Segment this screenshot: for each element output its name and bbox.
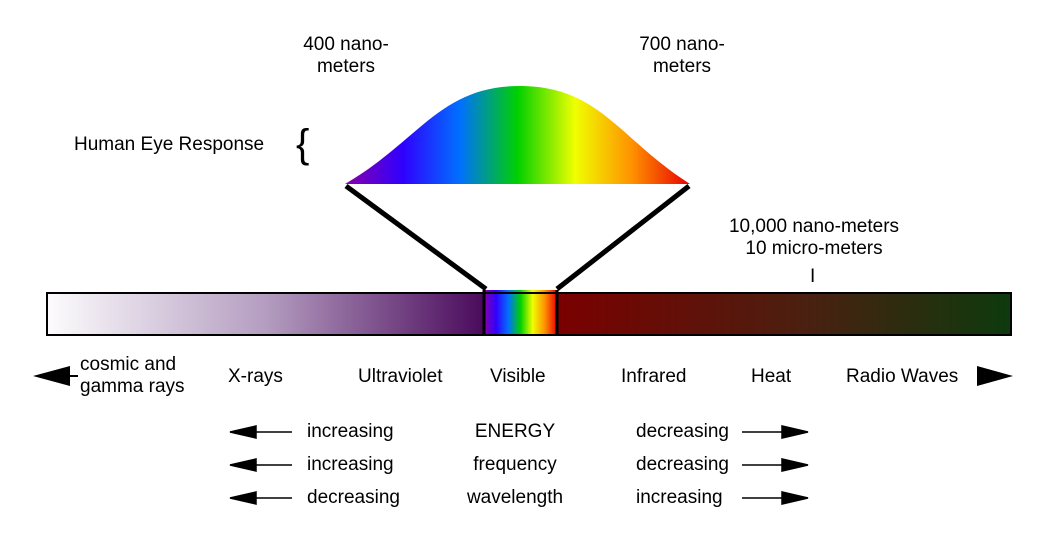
label-10000nm: 10,000 nano-meters 10 micro-meters [700,216,928,260]
label-10000nm-line2: 10 micro-meters [745,238,883,259]
spectrum-bar-outline [46,292,1012,336]
prop-energy-left: increasing [307,421,394,442]
property-arrows-left [229,425,292,505]
band-visible: Visible [490,366,546,387]
band-cosmic-line2: gamma rays [80,376,185,397]
brace-icon: { [296,122,310,166]
label-eye-response: Human Eye Response [74,134,265,155]
label-400nm: 400 nano- meters [276,34,416,78]
arrow-right-icon [977,366,1013,386]
label-700nm-line1: 700 nano- [639,34,725,55]
prop-frequency-right: decreasing [636,454,729,475]
label-700nm-line2: meters [652,56,712,77]
eye-response-curve [345,86,690,184]
label-400nm-line2: meters [316,56,376,77]
ir-band [557,293,1011,335]
band-cosmic: cosmic and gamma rays [80,354,185,398]
connector-right [555,184,691,291]
prop-wavelength-name: wavelength [466,487,564,508]
prop-frequency-name: frequency [473,454,557,475]
prop-wavelength-right: increasing [636,487,723,508]
uv-band [47,293,484,335]
band-radio: Radio Waves [846,366,959,387]
band-ultraviolet: Ultraviolet [358,366,443,387]
label-tick: I [810,266,816,287]
label-400nm-line1: 400 nano- [303,34,389,55]
label-700nm: 700 nano- meters [612,34,752,78]
prop-energy-name: ENERGY [474,421,556,442]
prop-wavelength-left: decreasing [307,487,400,508]
arrow-left-icon [33,366,70,386]
property-arrows-right [742,425,809,505]
band-xrays: X-rays [228,366,283,387]
band-cosmic-line1: cosmic and [80,354,177,375]
prop-energy-right: decreasing [636,421,729,442]
label-10000nm-line1: 10,000 nano-meters [728,216,900,237]
prop-frequency-left: increasing [307,454,394,475]
connector-left [344,183,488,292]
band-infrared: Infrared [621,366,687,387]
visible-band [484,290,557,336]
band-heat: Heat [751,366,792,387]
